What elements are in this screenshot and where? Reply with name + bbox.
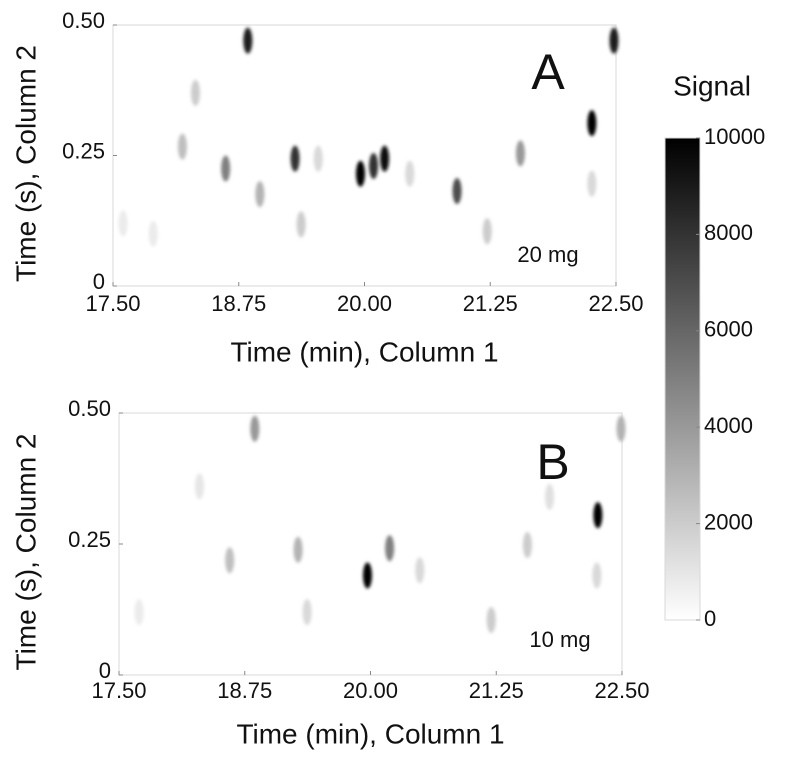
x-tick-label: 21.25 (469, 678, 524, 703)
x-tick-label: 17.50 (85, 291, 140, 316)
signal-spot (221, 155, 231, 182)
signal-spot (522, 532, 532, 559)
signal-spot (405, 160, 415, 187)
y-tick-label: 0.25 (62, 138, 105, 163)
signal-spot (194, 473, 204, 500)
colorbar-tick-label: 6000 (704, 317, 753, 342)
y-tick-label: 0 (99, 658, 111, 683)
signal-spot (482, 218, 492, 245)
y-tick-label: 0.50 (68, 396, 111, 421)
colorbar-title: Signal (673, 70, 751, 101)
annotation: 20 mg (517, 242, 578, 267)
signal-spot (225, 547, 235, 574)
signal-spot (616, 415, 626, 442)
signal-spot (609, 27, 619, 54)
x-tick-label: 17.50 (91, 678, 146, 703)
signal-spot (369, 152, 379, 179)
signal-spot (515, 140, 525, 167)
x-tick-label: 20.00 (343, 678, 398, 703)
y-axis-label: Time (s), Column 2 (10, 433, 41, 670)
signal-spot (290, 145, 300, 172)
signal-spot (385, 535, 395, 562)
y-tick-label: 0.25 (68, 527, 111, 552)
y-tick-label: 0.50 (62, 8, 105, 33)
signal-spot (452, 177, 462, 204)
signal-spot (190, 79, 200, 106)
signal-spot (148, 220, 158, 247)
colorbar-tick-label: 4000 (704, 413, 753, 438)
panel: 17.50 18.75 20.00 21.25 22.50 0 0.25 0.50 Time (… (10, 396, 649, 750)
x-tick-label: 20.00 (337, 291, 392, 316)
colorbar-tick-label: 8000 (704, 220, 753, 245)
signal-spot (250, 415, 260, 442)
signal-spot (118, 210, 128, 237)
signal-spot (592, 562, 602, 589)
signal-spot (486, 606, 496, 633)
signal-spot (177, 133, 187, 160)
panel-letter: B (536, 434, 569, 490)
panel-letter: A (531, 44, 565, 100)
signal-spot (415, 557, 425, 584)
x-tick-label: 22.50 (594, 678, 649, 703)
signal-spot (296, 211, 306, 238)
plot-area (112, 24, 617, 287)
signal-spot (134, 599, 144, 626)
y-tick-label: 0 (93, 269, 105, 294)
signal-spot (302, 599, 312, 626)
x-axis-label: Time (min), Column 1 (230, 336, 498, 367)
panel: 17.50 18.75 20.00 21.25 22.50 0 0.25 0.50 Time (… (10, 8, 643, 368)
x-tick-label: 21.25 (463, 291, 518, 316)
signal-spot (362, 562, 372, 589)
x-tick-label: 18.75 (211, 291, 266, 316)
signal-spot (243, 27, 253, 54)
annotation: 10 mg (529, 627, 590, 652)
signal-spot (313, 145, 323, 172)
colorbar-tick-label: 0 (704, 606, 716, 631)
colorbar-tick-label: 10000 (704, 124, 765, 149)
signal-spot (587, 110, 597, 137)
signal-spot (587, 170, 597, 197)
signal-spot (593, 502, 603, 529)
x-tick-label: 18.75 (217, 678, 272, 703)
signal-spot (293, 536, 303, 563)
colorbar-tick-label: 2000 (704, 509, 753, 534)
signal-spot (545, 483, 555, 510)
y-axis-label: Time (s), Column 2 (10, 45, 41, 282)
x-tick-label: 22.50 (588, 291, 643, 316)
colorbar (664, 137, 701, 621)
signal-spot (255, 181, 265, 208)
x-axis-label: Time (min), Column 1 (236, 718, 504, 749)
signal-spot (355, 160, 365, 187)
signal-spot (380, 145, 390, 172)
plot-area (118, 412, 623, 676)
